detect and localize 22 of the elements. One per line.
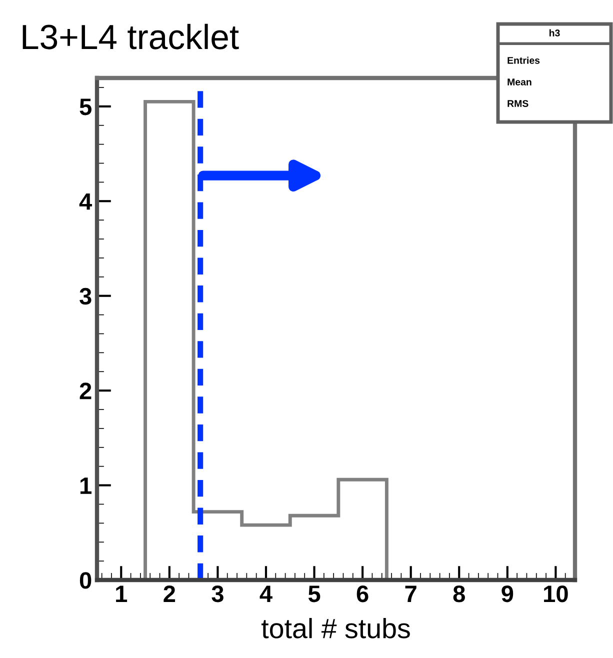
- y-tick-label: 0: [80, 572, 92, 589]
- text: Entries: [508, 56, 540, 64]
- x-tick-label: 10: [544, 585, 568, 602]
- x-tick-label: 1: [116, 586, 128, 602]
- y-tick-label: 4: [79, 193, 92, 210]
- x-tick-label: 7: [405, 586, 416, 602]
- y-tick-label: 2: [80, 382, 92, 400]
- annotation: Mean: [508, 78, 532, 86]
- x-tick-label: 2: [164, 585, 176, 602]
- y-tick-label: 1: [80, 478, 92, 494]
- x-tick-label: 3: [212, 585, 224, 602]
- x-axis-title: total # stubs: [262, 618, 410, 638]
- y-tick-label: 3: [80, 288, 92, 305]
- annotation: RMS: [508, 100, 528, 107]
- chart-title: L3+L4 tracklet: [22, 24, 239, 50]
- x-tick-label: 5: [308, 586, 320, 602]
- text: h3: [550, 29, 560, 36]
- x-tick-label: 9: [502, 585, 514, 602]
- y-tick-label: 5: [80, 98, 92, 116]
- x-tick-label: 8: [453, 585, 465, 602]
- x-tick-label: 6: [356, 585, 368, 602]
- x-tick-label: 4: [260, 586, 272, 602]
